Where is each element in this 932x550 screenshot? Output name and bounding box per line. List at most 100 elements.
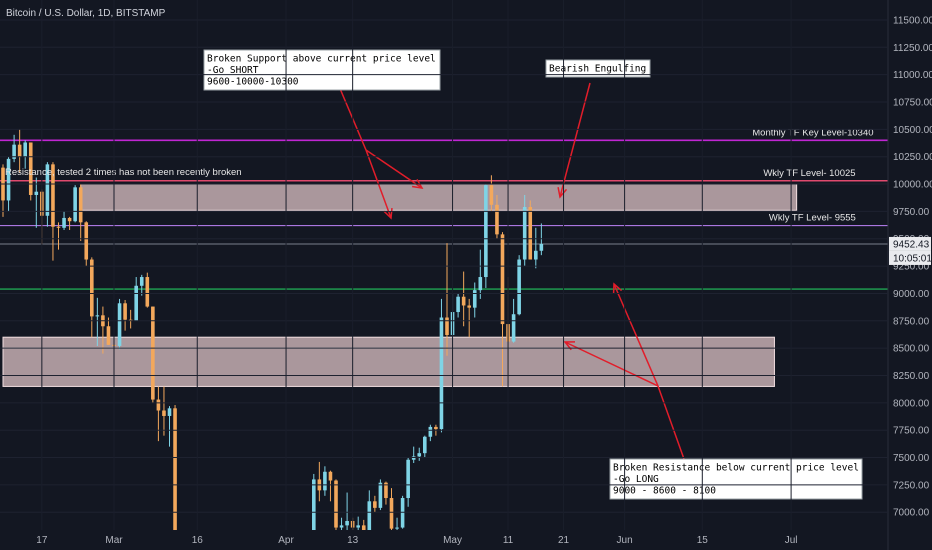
candle-body bbox=[95, 315, 100, 317]
candle[interactable] bbox=[12, 134, 16, 163]
candle[interactable] bbox=[467, 298, 471, 338]
candle[interactable] bbox=[456, 293, 460, 318]
candle[interactable] bbox=[539, 223, 544, 256]
candle[interactable] bbox=[339, 517, 344, 530]
candle[interactable] bbox=[472, 282, 477, 318]
candle[interactable] bbox=[500, 232, 505, 387]
candle[interactable] bbox=[128, 309, 133, 329]
candle-body bbox=[90, 259, 94, 317]
candle-body bbox=[434, 426, 438, 430]
candle-body bbox=[28, 142, 33, 195]
candle[interactable] bbox=[395, 517, 399, 530]
candle[interactable] bbox=[489, 175, 494, 212]
price-axis[interactable]: 7000.00 7250.00 7500.00 7750.00 8000.00 8250.… bbox=[0, 15, 932, 519]
candle-body bbox=[323, 471, 327, 491]
candle[interactable] bbox=[145, 272, 150, 308]
candle[interactable] bbox=[334, 479, 338, 530]
y-tick-label: 8250.00 bbox=[893, 371, 930, 382]
candle[interactable] bbox=[345, 492, 349, 530]
candle[interactable] bbox=[534, 227, 538, 269]
time-axis[interactable]: 17 Mar 16 Apr 13 May 11 21 Jun 15 Jul bbox=[36, 0, 797, 546]
candle[interactable] bbox=[428, 424, 433, 442]
candle[interactable] bbox=[323, 466, 327, 496]
candle[interactable] bbox=[34, 177, 39, 228]
candle[interactable] bbox=[361, 519, 366, 530]
candle[interactable] bbox=[45, 162, 50, 227]
y-tick-label: 7750.00 bbox=[893, 426, 930, 437]
candle[interactable] bbox=[134, 277, 138, 321]
long-arrow-lower-shaft bbox=[564, 341, 659, 387]
candle[interactable] bbox=[406, 457, 410, 507]
candle[interactable] bbox=[461, 271, 466, 327]
candle[interactable] bbox=[78, 184, 83, 241]
levels-layer bbox=[0, 139, 888, 290]
x-tick-label: 21 bbox=[558, 535, 570, 546]
y-tick-label: 9250.00 bbox=[893, 262, 930, 273]
candle[interactable] bbox=[384, 481, 388, 505]
candle[interactable] bbox=[517, 255, 521, 316]
candle-body bbox=[534, 250, 538, 260]
level-labels-layer: Monthly TF Key Level-10340 Wkly TF Level-… bbox=[5, 127, 874, 223]
candle[interactable] bbox=[423, 435, 427, 458]
candle[interactable] bbox=[139, 274, 144, 296]
long-arrow-stem bbox=[657, 385, 685, 460]
y-tick-label: 7500.00 bbox=[893, 453, 930, 464]
candle[interactable] bbox=[367, 490, 372, 530]
candle[interactable] bbox=[522, 194, 527, 267]
candle[interactable] bbox=[56, 222, 61, 250]
candle[interactable] bbox=[373, 495, 377, 513]
candle[interactable] bbox=[173, 405, 177, 530]
short-note-box bbox=[203, 49, 441, 91]
candle[interactable] bbox=[417, 447, 422, 461]
candle[interactable] bbox=[17, 129, 22, 174]
candle-body bbox=[17, 144, 22, 157]
candle[interactable] bbox=[117, 298, 122, 350]
candle[interactable] bbox=[495, 194, 499, 239]
candle[interactable] bbox=[312, 473, 316, 530]
notes-layer: Broken Support above current price level… bbox=[203, 49, 863, 500]
candle[interactable] bbox=[484, 184, 488, 288]
candle-body bbox=[345, 520, 349, 526]
candle[interactable] bbox=[411, 446, 416, 464]
y-tick-label: 10500.00 bbox=[893, 125, 932, 136]
candle[interactable] bbox=[95, 297, 100, 346]
candle-body bbox=[361, 525, 366, 530]
candle[interactable] bbox=[328, 470, 333, 502]
candle-body bbox=[411, 456, 416, 460]
candle[interactable] bbox=[167, 406, 172, 447]
candle[interactable] bbox=[90, 257, 94, 338]
candle[interactable] bbox=[28, 142, 33, 201]
candle[interactable] bbox=[162, 386, 166, 436]
candle[interactable] bbox=[356, 516, 360, 530]
candle[interactable] bbox=[445, 243, 449, 356]
candle[interactable] bbox=[67, 216, 72, 230]
long-note-line: 9000 - 8600 - 8100 bbox=[613, 486, 716, 497]
candle[interactable] bbox=[123, 300, 127, 331]
candle[interactable] bbox=[23, 140, 27, 169]
candle-body bbox=[367, 501, 372, 530]
bearish-arrow-head bbox=[557, 187, 568, 199]
candle[interactable] bbox=[439, 298, 444, 433]
candle[interactable] bbox=[62, 211, 66, 230]
candle[interactable] bbox=[106, 317, 111, 345]
long-arrow-upper-shaft bbox=[613, 283, 659, 387]
candle-body bbox=[328, 471, 333, 481]
candle[interactable] bbox=[378, 479, 383, 511]
y-tick-label: 10000.00 bbox=[893, 180, 932, 191]
candle[interactable] bbox=[156, 386, 161, 442]
candle[interactable] bbox=[478, 249, 483, 299]
candle-body bbox=[517, 259, 521, 315]
level-label-weekly-low: Wkly TF Level- 9555 bbox=[769, 213, 856, 224]
candle[interactable] bbox=[389, 488, 394, 530]
long-arrow-upper bbox=[612, 282, 659, 387]
countdown-tag: 10:05:01 bbox=[893, 253, 932, 264]
y-tick-label: 11000.00 bbox=[893, 70, 932, 81]
candle[interactable] bbox=[151, 306, 155, 403]
long-note-box bbox=[609, 458, 863, 500]
short-note-line: -Go SHORT bbox=[207, 65, 259, 76]
candle[interactable] bbox=[528, 200, 533, 260]
countdown-tag-bg bbox=[889, 250, 931, 265]
candle[interactable] bbox=[73, 185, 77, 223]
candle[interactable] bbox=[84, 221, 89, 267]
short-note-line: 9600-10000-10300 bbox=[207, 77, 299, 88]
